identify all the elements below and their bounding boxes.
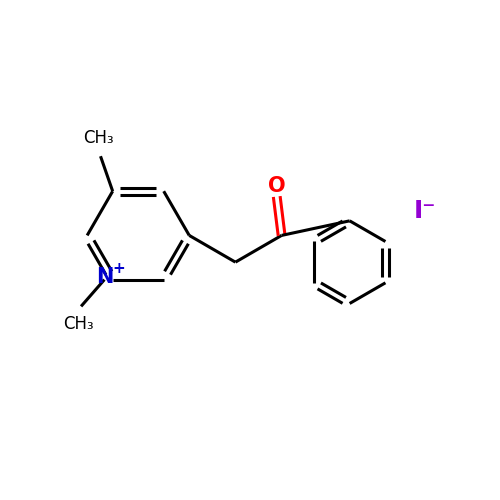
Text: +: + — [112, 262, 125, 276]
Text: O: O — [268, 176, 285, 196]
Text: CH₃: CH₃ — [64, 315, 94, 333]
Text: N: N — [96, 267, 113, 287]
Text: CH₃: CH₃ — [83, 130, 114, 148]
Text: I⁻: I⁻ — [414, 199, 436, 223]
